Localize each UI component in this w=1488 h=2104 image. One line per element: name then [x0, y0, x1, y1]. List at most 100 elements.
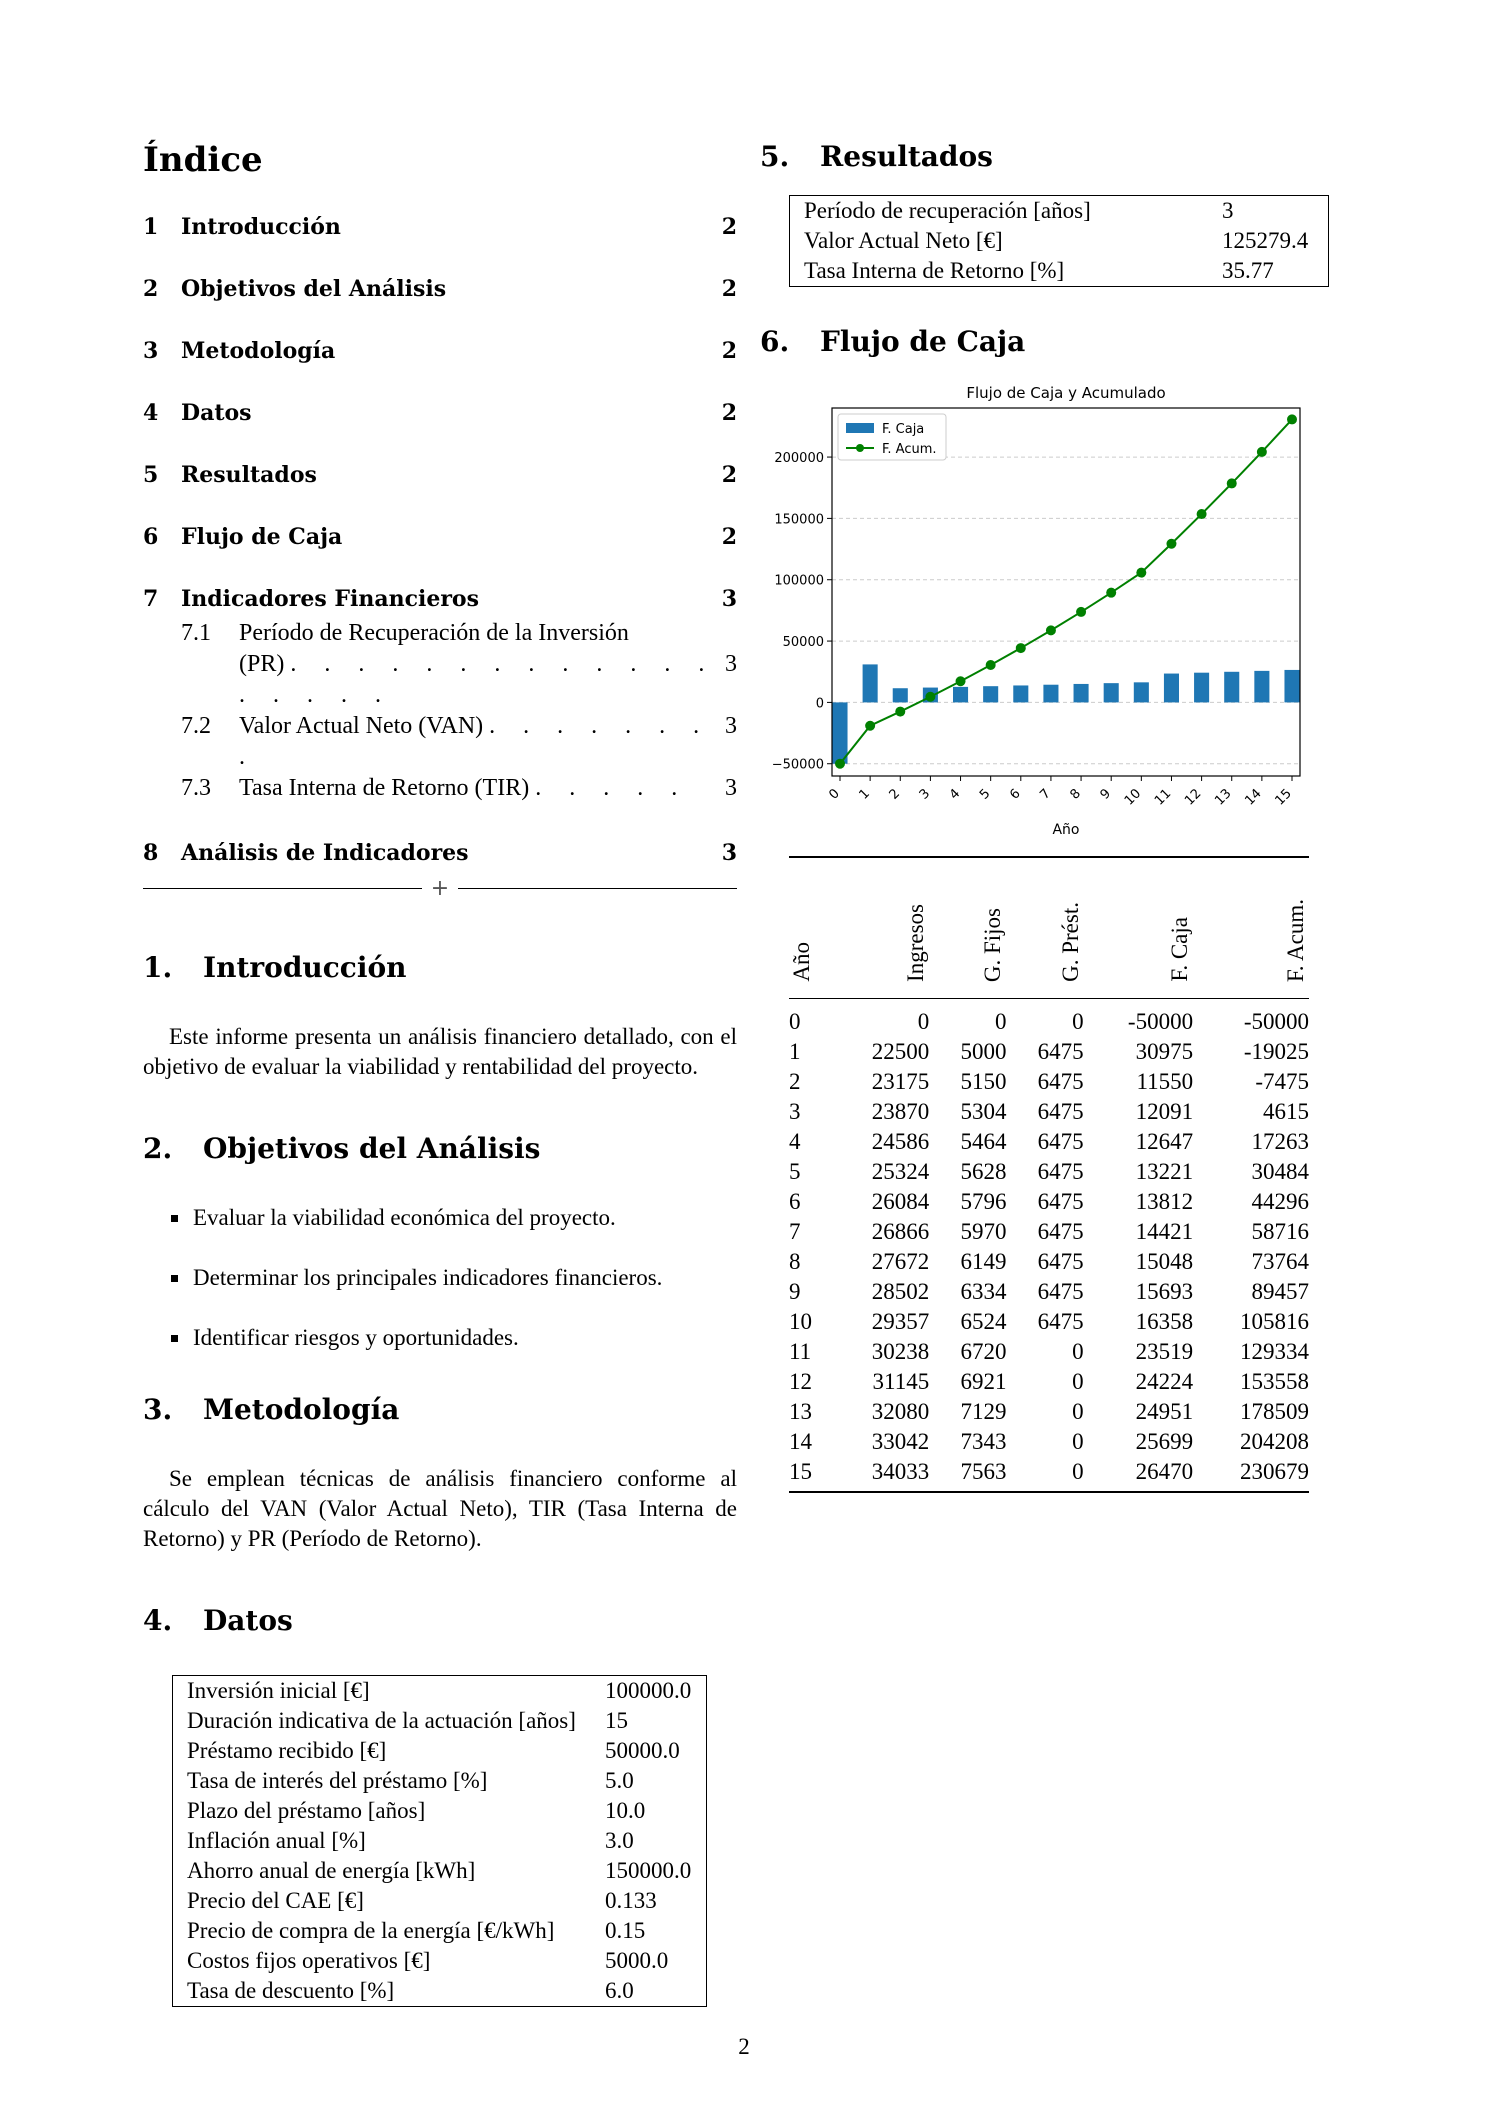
x-tick-label: 7 [1037, 786, 1053, 802]
toc-label: Valor Actual Neto (VAN) [239, 713, 484, 739]
data-point [1076, 606, 1087, 617]
table-cell: 26084 [871, 1189, 930, 1214]
x-tick-label: 2 [887, 786, 903, 802]
table-cell: 0 [1072, 1399, 1084, 1424]
data-point [1196, 509, 1207, 520]
datos-value: 100000.0 [605, 1678, 692, 1703]
toc-entry[interactable]: 8 Análisis de Indicadores 3 [143, 840, 737, 866]
toc-subentry[interactable]: 7.1 Período de Recuperación de la Inversi… [181, 618, 737, 649]
table-cell: 5150 [960, 1069, 1007, 1094]
x-tick-label: 11 [1152, 786, 1174, 808]
table-cell: 8 [789, 1249, 801, 1274]
table-cell: 4615 [1263, 1099, 1309, 1124]
table-cell: 0 [917, 1009, 930, 1034]
table-cell: 2 [789, 1069, 801, 1094]
table-cell: 24586 [871, 1129, 930, 1154]
bar [1013, 685, 1029, 703]
x-tick-label: 14 [1242, 786, 1264, 808]
table-cell: 5796 [960, 1189, 1007, 1214]
table-cell: 7129 [960, 1399, 1007, 1424]
toc-entry[interactable]: 2 Objetivos del Análisis 2 [143, 276, 737, 302]
list-item: Evaluar la viabilidad económica del proy… [143, 1203, 737, 1233]
table-cell: 29357 [871, 1309, 930, 1334]
bar [832, 702, 848, 764]
table-cell: 6 [789, 1189, 801, 1214]
data-point [865, 720, 876, 731]
table-row: 8 27672 6149 6475 15048 73764 [789, 1247, 1309, 1277]
section-title-objetivos: 2. Objetivos del Análisis [143, 1132, 541, 1165]
toc-label: Datos [181, 400, 252, 426]
datos-value: 0.133 [605, 1888, 657, 1913]
datos-value: 10.0 [605, 1798, 646, 1823]
table-cell: 6475 [1037, 1219, 1084, 1244]
toc-entry[interactable]: 6 Flujo de Caja 2 [143, 524, 737, 550]
table-cell: 4 [789, 1129, 801, 1154]
table-cell: 0 [1072, 1429, 1084, 1454]
series-line [839, 418, 1293, 765]
right-column: 5. Resultados Período de recuperación [añ… [760, 140, 1350, 1493]
toc-entry[interactable]: 3 Metodología 2 [143, 338, 737, 364]
table-cell: 6475 [1037, 1189, 1084, 1214]
datos-key: Precio de compra de la energía [€/kWh] [187, 1918, 555, 1943]
toc-page: 2 [721, 214, 737, 240]
bar [1043, 684, 1059, 703]
data-point [925, 691, 936, 702]
table-cell: 15693 [1135, 1279, 1194, 1304]
datos-value: 50000.0 [605, 1738, 680, 1763]
table-row: Precio del CAE [€] 0.133 [173, 1886, 707, 1916]
table-cell: 7563 [960, 1459, 1007, 1484]
toc-entry[interactable]: 4 Datos 2 [143, 400, 737, 426]
toc-page: 2 [721, 400, 737, 426]
table-cell: 12647 [1135, 1129, 1194, 1154]
toc-subentry[interactable]: 7.3 Tasa Interna de Retorno (TIR) . . . .… [181, 773, 737, 804]
table-cell: 24951 [1135, 1399, 1194, 1424]
table-cell: 30975 [1135, 1039, 1194, 1064]
table-cell: 7 [789, 1219, 801, 1244]
bar [953, 686, 969, 703]
datos-value: 15 [605, 1708, 628, 1733]
table-cell: 0 [1072, 1339, 1084, 1364]
table-row: 9 28502 6334 6475 15693 89457 [789, 1277, 1309, 1307]
table-cell: 6149 [960, 1249, 1007, 1274]
toc-label: Indicadores Financieros [181, 586, 479, 612]
table-row: 12 31145 6921 0 24224 153558 [789, 1367, 1309, 1397]
y-tick-label: 50000 [783, 635, 824, 650]
table-cell: 14 [789, 1429, 812, 1454]
data-point [1136, 567, 1147, 578]
toc-label: (PR) [239, 651, 285, 677]
table-cell: 22500 [871, 1039, 930, 1064]
toc-entry[interactable]: 7 Indicadores Financieros 3 [143, 586, 737, 612]
toc-label: Objetivos del Análisis [181, 276, 447, 302]
table-row: Tasa de descuento [%] 6.0 [173, 1976, 707, 2007]
table-row: Ahorro anual de energía [kWh] 150000.0 [173, 1856, 707, 1886]
datos-key: Inversión inicial [€] [187, 1678, 370, 1703]
resultado-key: Tasa Interna de Retorno [%] [804, 258, 1065, 283]
table-row: Duración indicativa de la actuación [año… [173, 1706, 707, 1736]
page-number: 2 [738, 2034, 750, 2059]
table-cell: 23519 [1135, 1339, 1194, 1364]
x-tick-label: 5 [977, 786, 993, 802]
toc-entry[interactable]: 1 Introducción 2 [143, 214, 737, 240]
data-point [1287, 414, 1297, 425]
toc-num: 2 [143, 276, 159, 302]
table-cell: 6720 [960, 1339, 1007, 1364]
chart-title: Flujo de Caja y Acumulado [966, 384, 1165, 402]
table-row: Préstamo recibido [€] 50000.0 [173, 1736, 707, 1766]
datos-key: Inflación anual [%] [187, 1828, 366, 1853]
table-cell: 6475 [1037, 1309, 1084, 1334]
x-tick-label: 6 [1007, 786, 1023, 802]
table-cell: 17263 [1251, 1129, 1310, 1154]
table-cell: 44296 [1251, 1189, 1310, 1214]
table-cell: 15 [789, 1459, 812, 1484]
table-cell: 28502 [871, 1279, 930, 1304]
toc-num: 4 [143, 400, 159, 426]
bar [1073, 683, 1089, 703]
bar [862, 664, 878, 703]
datos-key: Tasa de interés del préstamo [%] [187, 1768, 488, 1793]
toc-subentry[interactable]: 7.2 Valor Actual Neto (VAN) . . . . . . .… [181, 713, 737, 770]
toc-subentry-cont[interactable]: (PR) . . . . . . . . . . . . . . . . . .… [239, 651, 737, 708]
section-title-datos: 4. Datos [143, 1604, 293, 1637]
legend-swatch-bar [846, 423, 874, 433]
table-cell: 30484 [1251, 1159, 1310, 1184]
toc-entry[interactable]: 5 Resultados 2 [143, 462, 737, 488]
